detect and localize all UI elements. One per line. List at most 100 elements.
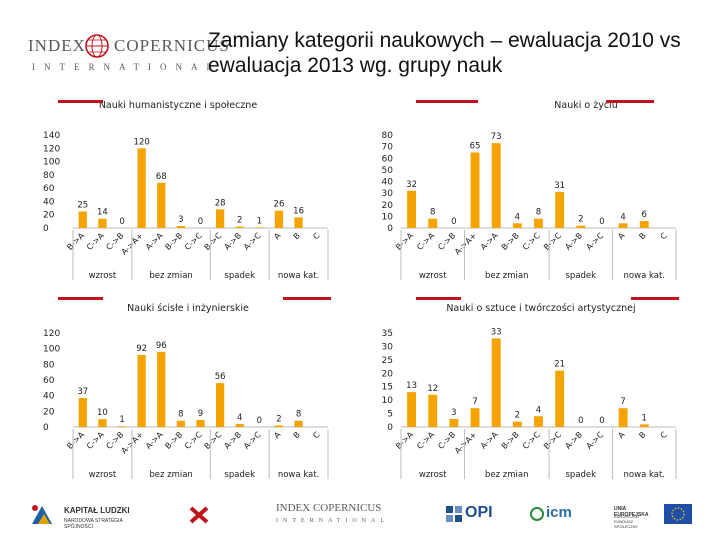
data-label: 21 xyxy=(554,360,565,370)
data-label: 13 xyxy=(406,381,417,391)
data-label: 25 xyxy=(77,200,88,210)
data-label: 7 xyxy=(472,397,477,407)
bar-C->A xyxy=(428,218,438,228)
chart-panel-arts: Nauki o sztuce i twórczości artystycznej… xyxy=(376,295,686,490)
y-tick-label: 0 xyxy=(43,423,49,433)
header: INDEX COPERNICUS INTERNATIONAL Zamiany k… xyxy=(0,0,720,90)
group-label: spadek xyxy=(224,271,255,281)
bar-B->B xyxy=(512,421,522,427)
data-label: 8 xyxy=(296,410,301,420)
data-label: 7 xyxy=(620,397,625,407)
category-label: A->C xyxy=(242,231,263,252)
group-label: bez zmian xyxy=(485,271,529,281)
data-label: 32 xyxy=(406,180,417,190)
data-label: 56 xyxy=(215,372,226,382)
bar-B->B xyxy=(512,223,522,228)
eu-flag-icon xyxy=(664,504,692,524)
data-label: 8 xyxy=(178,410,183,420)
y-tick-label: 50 xyxy=(382,166,394,176)
bar-A->B xyxy=(235,423,244,427)
chart-title: Nauki o sztuce i twórczości artystycznej xyxy=(446,303,635,314)
data-label: 6 xyxy=(642,210,647,220)
data-label: 0 xyxy=(257,416,262,426)
data-label: 14 xyxy=(97,208,108,218)
chart-panel-life-sciences: Nauki o życiu 0 10 20 30 40 50 60 70 80 32 B->A 8 C->… xyxy=(376,95,686,295)
title-rule-left xyxy=(58,100,103,103)
bar-A->A xyxy=(157,351,166,427)
bar-C->C xyxy=(534,218,543,228)
icm-logo: icm xyxy=(530,502,580,528)
red-swirl-logo-icon xyxy=(189,506,209,524)
data-label: 4 xyxy=(620,212,625,222)
bar-A->A+ xyxy=(470,152,480,228)
y-tick-label: 70 xyxy=(382,143,394,153)
data-label: 16 xyxy=(293,206,304,216)
y-tick-label: 60 xyxy=(43,184,55,194)
y-tick-label: 120 xyxy=(43,144,60,154)
chart-title: Nauki humanistyczne i społeczne xyxy=(99,100,258,111)
data-label: 28 xyxy=(215,198,226,208)
logo-subtitle: INTERNATIONAL xyxy=(32,62,221,72)
y-tick-label: 140 xyxy=(43,131,60,141)
logo-word-index: INDEX xyxy=(28,36,86,55)
category-label: C->A xyxy=(85,430,106,451)
data-label: 31 xyxy=(554,181,565,191)
bar-A->B xyxy=(576,225,586,228)
bar-B->A xyxy=(78,398,87,427)
bar-B->C xyxy=(555,191,565,228)
category-label: A xyxy=(272,430,283,441)
data-label: 2 xyxy=(237,216,242,226)
chart-title: Nauki o życiu xyxy=(554,100,617,111)
category-label: A xyxy=(616,231,627,242)
bar-C->A xyxy=(98,419,107,427)
data-label: 12 xyxy=(427,384,438,394)
category-label: C->C xyxy=(521,231,542,252)
y-tick-label: 60 xyxy=(43,376,55,386)
y-tick-label: 20 xyxy=(382,369,394,379)
category-label: B->B xyxy=(163,231,184,252)
category-label: C xyxy=(659,231,670,242)
data-label: 68 xyxy=(156,172,167,182)
category-label: A->B xyxy=(222,430,243,451)
group-label: spadek xyxy=(566,271,597,281)
page-title: Zamiany kategorii naukowych – ewaluacja … xyxy=(208,28,708,78)
y-tick-label: 0 xyxy=(387,224,393,234)
globe-icon xyxy=(85,34,109,58)
data-label: 3 xyxy=(178,215,183,225)
bar-B->C xyxy=(215,209,225,228)
chart-exact-sciences: Nauki ścisłe i inżynierskie0204060801001… xyxy=(43,297,331,480)
group-label: bez zmian xyxy=(149,470,193,480)
category-label: B->A xyxy=(65,231,86,252)
title-line-1: Zamiany kategorii naukowych – ewaluacja … xyxy=(208,29,681,52)
category-label: C->A xyxy=(415,430,436,451)
y-tick-label: 20 xyxy=(43,407,55,417)
y-tick-label: 5 xyxy=(387,410,393,420)
bar-B->A xyxy=(78,211,87,228)
bar-A->A+ xyxy=(470,408,480,427)
opi-logo: OPI xyxy=(446,502,496,528)
bar-C->C xyxy=(534,416,543,427)
bar-A xyxy=(274,425,284,427)
group-label: nowa kat. xyxy=(624,470,665,480)
data-label: 1 xyxy=(119,415,124,425)
y-tick-label: 80 xyxy=(43,360,55,370)
bar-A xyxy=(618,408,628,427)
title-rule-right xyxy=(631,297,679,300)
data-label: 0 xyxy=(599,217,604,227)
chart-panel-humanities: Nauki humanistyczne i społeczne 0 20 40 60 80… xyxy=(28,95,338,295)
category-label: B->A xyxy=(394,231,415,252)
kapital-ludzki-icon xyxy=(32,505,52,524)
bar-A->C xyxy=(255,227,264,228)
category-label: A->B xyxy=(222,231,243,252)
bar-A->A+ xyxy=(137,354,146,427)
bar-B xyxy=(639,424,649,427)
y-tick-label: 60 xyxy=(382,154,394,164)
y-tick-label: 120 xyxy=(43,329,60,339)
category-label: A->C xyxy=(585,231,606,252)
bar-A->A xyxy=(491,338,501,427)
data-label: 33 xyxy=(491,327,502,337)
chart-panel-exact-sciences: Nauki ścisłe i inżynierskie 0 20 40 60 80 100 1… xyxy=(28,295,338,490)
category-label: B xyxy=(637,430,647,440)
title-rule-right xyxy=(283,297,331,300)
kapital-ludzki-logo: KAPITAŁ LUDZKI NARODOWA STRATEGIA SPÓJNO… xyxy=(28,502,138,530)
